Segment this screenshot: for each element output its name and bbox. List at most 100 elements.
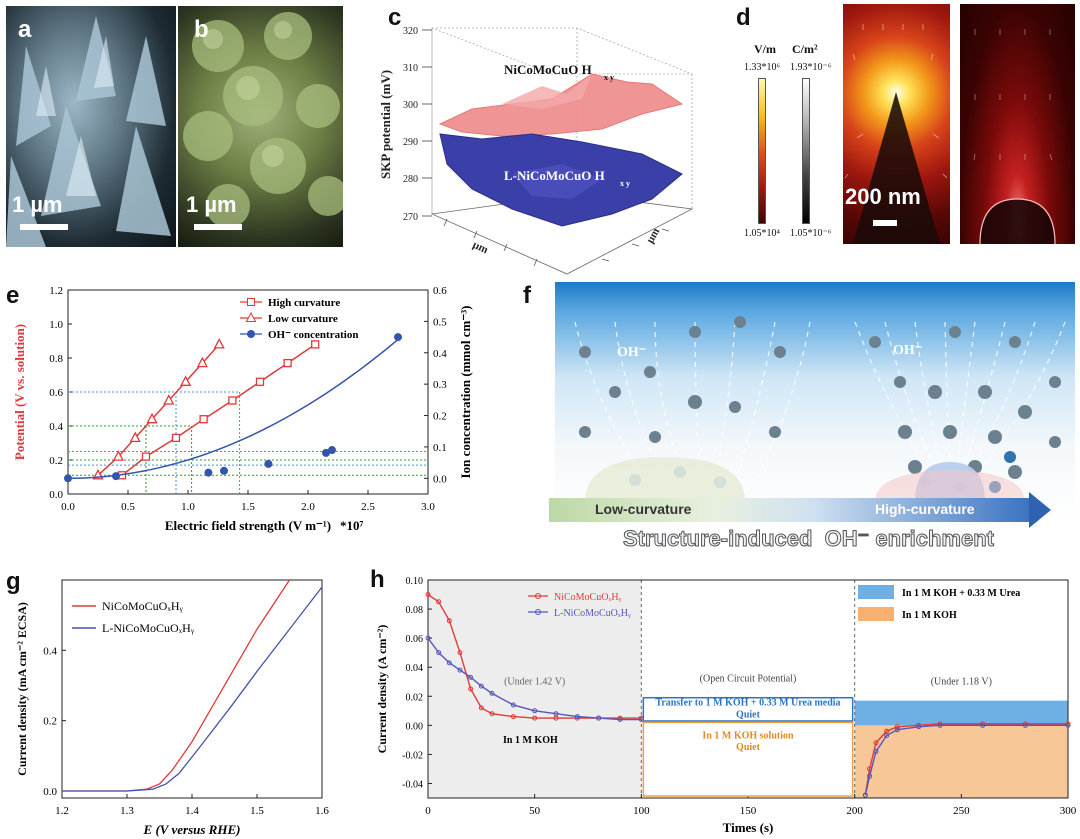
data-point <box>328 446 336 455</box>
panel-a-label: a <box>18 16 32 43</box>
y-tick-label: 0.00 <box>406 721 424 732</box>
x-tick-label: 0.5 <box>121 501 135 513</box>
y2-tick-label: 0.0 <box>433 473 447 485</box>
data-point <box>196 356 208 368</box>
panel-d-label: d <box>736 4 751 31</box>
y2-axis-label: Ion concentration (mmol cm⁻³) <box>458 306 473 479</box>
legend-swatch <box>858 585 894 599</box>
panel-c-label: c <box>388 4 402 31</box>
data-point <box>394 333 402 342</box>
data-point <box>457 650 463 656</box>
data-point <box>446 660 452 666</box>
z-tick: 320 <box>403 26 418 37</box>
legend-label: NiCoMoCuOₓHᵧ <box>554 592 622 603</box>
data-point <box>489 711 495 717</box>
curvature-arrow-head <box>1029 492 1051 528</box>
data-point <box>311 340 320 349</box>
x-tick-label: 50 <box>529 805 541 817</box>
x-tick-label: 2.0 <box>301 501 315 513</box>
y-axis-label: Potential (V vs. solution) <box>12 324 27 460</box>
sim-high-curvature: 200 nm <box>843 4 950 244</box>
y-tick-label: 0.0 <box>43 786 57 798</box>
sim-dome <box>973 29 1056 244</box>
x-axis-label: Electric field strength (V m⁻¹) <box>165 518 331 533</box>
y-tick-label: 0.02 <box>406 692 424 703</box>
scale-bar-label: 1 µm <box>12 192 63 217</box>
x-tick-label: 1.6 <box>315 805 329 817</box>
data-point <box>532 708 538 714</box>
z-tick: 290 <box>403 137 418 148</box>
y-tick-label: 0.10 <box>406 576 424 587</box>
data-point <box>894 727 900 733</box>
data-point <box>873 748 879 754</box>
data-point <box>283 358 292 368</box>
y-tick-label: 1.0 <box>49 319 63 331</box>
data-point <box>199 415 208 424</box>
data-point <box>937 722 943 728</box>
y-tick-label: 0.2 <box>49 455 63 467</box>
colorbar-min-charge: 1.05*10⁻⁶ <box>790 228 832 239</box>
legend-marker <box>247 298 255 306</box>
data-point <box>204 468 213 477</box>
data-point <box>867 773 873 779</box>
z-tick: 310 <box>403 63 418 74</box>
data-point <box>596 715 602 721</box>
annotation: (Under 1.18 V) <box>931 677 992 688</box>
colorbar-field <box>758 78 766 224</box>
panel-e-label: e <box>6 282 20 309</box>
data-point <box>228 396 237 405</box>
data-point <box>884 733 890 739</box>
panel-c: c 320 310 300 290 280 270 SKP potentia <box>352 4 707 276</box>
y2-tick-label: 0.4 <box>433 348 447 360</box>
legend-swatch <box>858 607 894 621</box>
y-tick-label: -0.02 <box>402 750 423 761</box>
x-axis-unit: µm <box>471 239 490 256</box>
urea-box-text: Quiet <box>736 709 761 720</box>
y-tick-label: 0.4 <box>43 645 57 657</box>
legend-label: OH⁻ concentration <box>268 329 358 341</box>
koh-box <box>642 721 854 797</box>
colorbar-charge <box>802 78 810 224</box>
scale-bar <box>873 220 897 226</box>
plot-frame <box>61 579 323 799</box>
annotation: (Under 1.42 V) <box>504 677 565 688</box>
y-tick-label: 0.0 <box>49 489 63 501</box>
z-tick: 270 <box>403 212 418 223</box>
y-tick-label: 1.2 <box>49 285 63 297</box>
data-point <box>510 714 516 720</box>
data-point <box>510 702 516 708</box>
data-point <box>980 722 986 728</box>
y-tick-label: 0.04 <box>406 663 424 674</box>
colorbar-min-field: 1.05*10⁴ <box>744 228 780 239</box>
data-point <box>171 433 181 443</box>
scale-bar-label: 200 nm <box>845 184 921 209</box>
y-tick-label: 0.4 <box>49 421 63 433</box>
data-point <box>146 412 158 424</box>
data-point <box>436 650 442 656</box>
annotation: (Open Circuit Potential) <box>700 674 797 685</box>
data-point <box>1065 722 1071 728</box>
panel-g: g 1.2 1.3 1.4 1.5 1.6 0.0 0.2 0.4 NiCoMoCuOₓHᵧ L-… <box>0 566 345 839</box>
data-point <box>553 711 559 717</box>
data-point <box>574 714 580 720</box>
y-axis-label: Current density (A cm⁻²) <box>375 625 389 754</box>
y-tick-label: 0.6 <box>49 387 63 399</box>
x-tick-label: 3.0 <box>421 501 435 513</box>
data-point <box>916 724 922 730</box>
legend-marker <box>247 330 255 338</box>
data-point <box>322 448 330 457</box>
y-axis-unit: µm <box>644 226 662 245</box>
data-point <box>468 674 474 680</box>
data-point <box>468 686 474 692</box>
x-tick-label: 1.3 <box>120 805 134 817</box>
data-point <box>489 690 495 696</box>
panel-d: d V/m C/m² 1.33*10⁶ 1.93*10⁻⁶ 1.05*10⁴ 1… <box>730 4 1075 244</box>
low-curvature-label: Low-curvature <box>595 501 692 517</box>
x-tick-label: 0.0 <box>61 501 75 513</box>
data-point <box>112 450 124 461</box>
data-point <box>478 705 484 711</box>
legend-label: NiCoMoCuOₓHᵧ <box>102 599 183 613</box>
y2-tick-label: 0.5 <box>433 316 447 328</box>
chart-h: 0 50 100 150 200 250 300 0.10 0.08 0.06 0.04 0.02 0.… <box>375 576 1077 835</box>
data-point <box>457 667 463 673</box>
